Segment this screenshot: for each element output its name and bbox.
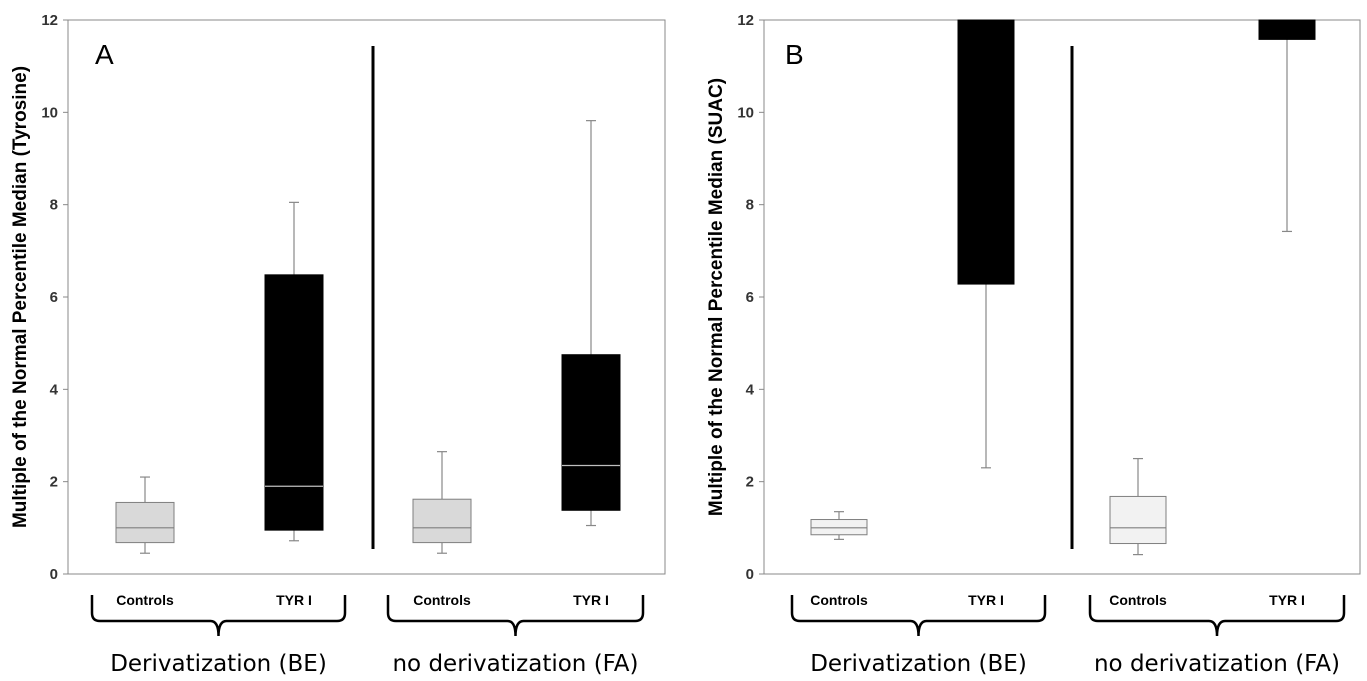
box-controls-fa (1109, 457, 1167, 556)
box-tyr-i-fa (561, 120, 621, 527)
y-axis-label: Multiple of the Normal Percentile Median… (10, 66, 31, 528)
box-controls-be (810, 511, 868, 540)
category-label: Controls (116, 592, 174, 608)
y-tick-label: 4 (50, 381, 59, 398)
y-tick-label: 8 (746, 197, 754, 214)
panel-letter: B (785, 39, 804, 70)
group-label: Derivatization (BE) (810, 651, 1027, 677)
box-body (1109, 495, 1167, 545)
plot-frame (763, 19, 1361, 575)
y-tick-label: 12 (41, 12, 58, 29)
y-tick-label: 12 (737, 12, 754, 29)
box-body (810, 519, 868, 536)
group-label: no derivatization (FA) (392, 651, 638, 677)
group-label: Derivatization (BE) (110, 651, 327, 677)
y-tick-label: 0 (746, 566, 754, 583)
chart-panel-b: 0 2 4 6 8 10 12 Multiple of the Normal Percenti… (706, 12, 1361, 677)
box-tyr-i-be (264, 201, 324, 542)
box-body (412, 498, 472, 544)
box-tyr-i-be (957, 19, 1015, 469)
box-controls-fa (412, 451, 472, 554)
category-label: TYR I (573, 592, 609, 608)
y-axis-label: Multiple of the Normal Percentile Median… (706, 78, 727, 516)
box-body (1258, 19, 1316, 40)
category-label: TYR I (968, 592, 1004, 608)
y-tick-label: 2 (50, 474, 58, 491)
panel-letter: A (95, 39, 114, 70)
y-tick-label: 6 (746, 289, 754, 306)
y-tick-label: 10 (41, 104, 58, 121)
category-label: Controls (1109, 592, 1167, 608)
y-tick-label: 2 (746, 474, 754, 491)
category-label: TYR I (276, 592, 312, 608)
box-body (561, 354, 621, 511)
group-brace (386, 595, 645, 637)
chart-panel-a: 0 2 4 6 8 10 12 Multiple of the Normal Percenti… (10, 12, 666, 677)
box-body (115, 501, 175, 544)
group-label: no derivatization (FA) (1094, 651, 1340, 677)
box-tyr-i-fa (1258, 19, 1316, 233)
box-controls-be (115, 476, 175, 554)
box-body (957, 19, 1015, 285)
group-brace (90, 595, 347, 637)
box-body (264, 274, 324, 531)
category-label: Controls (810, 592, 868, 608)
y-tick-label: 6 (50, 289, 58, 306)
group-brace (1088, 595, 1346, 637)
y-tick-label: 8 (50, 197, 58, 214)
y-tick-label: 4 (746, 381, 755, 398)
y-tick-label: 0 (50, 566, 58, 583)
category-label: Controls (413, 592, 471, 608)
group-brace (790, 595, 1047, 637)
y-tick-label: 10 (737, 104, 754, 121)
category-label: TYR I (1269, 592, 1305, 608)
